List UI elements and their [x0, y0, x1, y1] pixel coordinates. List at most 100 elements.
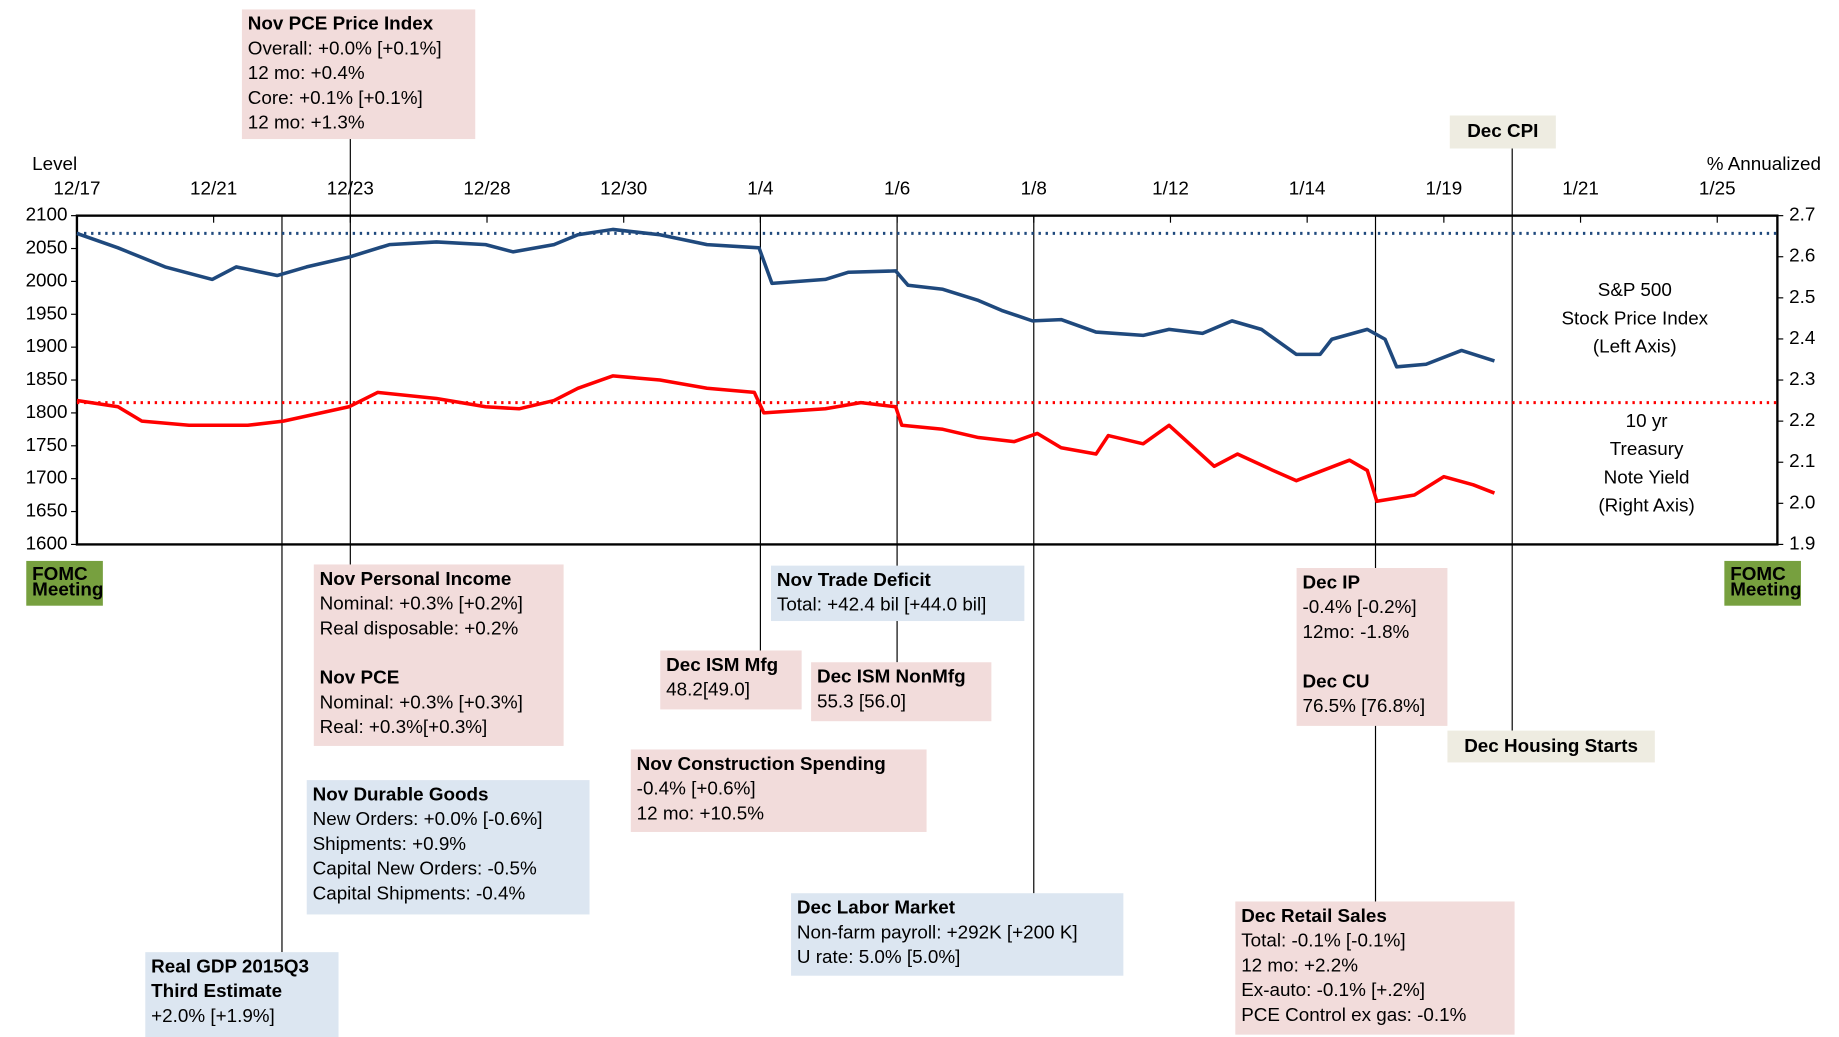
y-tick-label: 1800	[26, 401, 68, 422]
x-tick-label: 1/4	[747, 178, 773, 199]
y2-axis-label: % Annualized	[1707, 153, 1821, 174]
series-label: (Left Axis)	[1593, 336, 1677, 357]
y-tick-label: 1950	[26, 302, 68, 323]
y2-tick-label: 2.6	[1789, 245, 1815, 266]
x-tick-label: 1/8	[1021, 178, 1047, 199]
annotation-text: 55.3 [56.0]	[817, 690, 906, 711]
annotation-title: Dec CPI	[1467, 120, 1538, 141]
annotation-text: 12 mo: +10.5%	[637, 802, 765, 823]
annotation-title: FOMC	[32, 563, 88, 584]
annotation-text: Ex-auto: -0.1% [+.2%]	[1241, 979, 1425, 1000]
y-axis-label: Level	[32, 153, 77, 174]
annotation-text: Nominal: +0.3% [+0.2%]	[320, 593, 523, 614]
x-tick-label: 1/14	[1289, 178, 1326, 199]
annotation-box	[771, 565, 1025, 622]
annotation-text: Real: +0.3%[+0.3%]	[320, 716, 488, 737]
x-tick-label: 1/12	[1152, 178, 1189, 199]
annotation-text: Non-farm payroll: +292K [+200 K]	[797, 921, 1078, 942]
series-label: (Right Axis)	[1598, 495, 1694, 516]
annotation-text: Capital Shipments: -0.4%	[313, 882, 526, 903]
annotation-text: 12mo: -1.8%	[1302, 621, 1409, 642]
annotation-title: Dec IP	[1302, 571, 1360, 592]
annotation-title: Dec ISM Mfg	[666, 654, 778, 675]
y2-tick-label: 2.4	[1789, 327, 1815, 348]
annotation-text: +2.0% [+1.9%]	[151, 1005, 275, 1026]
series-line	[76, 374, 1496, 504]
annotation-text: Shipments: +0.9%	[313, 833, 467, 854]
y-tick-label: 2050	[26, 237, 68, 258]
x-tick-label: 12/17	[53, 178, 100, 199]
y-tick-label: 1600	[26, 532, 68, 553]
annotation-box	[145, 952, 339, 1037]
annotation-box	[1724, 560, 1801, 606]
y2-tick-label: 1.9	[1789, 532, 1815, 553]
annotation-box	[811, 662, 992, 722]
annotation-box	[1447, 730, 1655, 763]
y2-tick-label: 2.0	[1789, 491, 1815, 512]
annotation-text: Overall: +0.0% [+0.1%]	[248, 37, 442, 58]
series-line	[76, 227, 1495, 369]
annotation-text: 76.5% [76.8%]	[1302, 695, 1425, 716]
annotation-title: Dec Housing Starts	[1464, 735, 1638, 756]
annotation-title: Nov Construction Spending	[637, 753, 886, 774]
y2-tick-label: 2.3	[1789, 368, 1815, 389]
y-tick-label: 1650	[26, 500, 68, 521]
annotation-box	[306, 780, 590, 915]
annotation-text: -0.4% [+0.6%]	[637, 778, 756, 799]
annotation-title: Nov Durable Goods	[313, 783, 489, 804]
y-tick-label: 1700	[26, 467, 68, 488]
y-tick-label: 2100	[26, 204, 68, 225]
annotation-text: Real disposable: +0.2%	[320, 617, 519, 638]
annotation-text: Capital New Orders: -0.5%	[313, 858, 537, 879]
x-tick-label: 12/28	[463, 178, 510, 199]
y-tick-label: 1750	[26, 434, 68, 455]
annotation-title: Nov Personal Income	[320, 568, 512, 589]
annotation-title: Dec ISM NonMfg	[817, 666, 966, 687]
annotation-text: Total: -0.1% [-0.1%]	[1241, 930, 1405, 951]
annotation-text: 12 mo: +0.4%	[248, 62, 365, 83]
plot-frame	[75, 214, 1779, 546]
annotation-text: New Orders: +0.0% [-0.6%]	[313, 808, 543, 829]
y2-tick-label: 2.5	[1789, 286, 1815, 307]
annotation-box	[1449, 115, 1556, 149]
annotation-box	[791, 893, 1124, 976]
annotation-title: Dec Retail Sales	[1241, 905, 1387, 926]
annotation-box	[630, 749, 927, 832]
annotation-title: Nov PCE Price Index	[248, 13, 434, 34]
annotation-title: Dec CU	[1302, 670, 1369, 691]
annotation-box	[660, 650, 802, 710]
x-tick-label: 12/23	[327, 178, 374, 199]
series-label: Stock Price Index	[1561, 307, 1708, 328]
x-tick-label: 1/19	[1426, 178, 1463, 199]
annotation-text: -0.4% [-0.2%]	[1302, 596, 1416, 617]
annotation-text: Core: +0.1% [+0.1%]	[248, 87, 423, 108]
x-tick-label: 12/30	[600, 178, 647, 199]
annotation-text: 48.2[49.0]	[666, 679, 750, 700]
y-tick-label: 2000	[26, 269, 68, 290]
x-tick-label: 12/21	[190, 178, 237, 199]
annotation-title: Dec Labor Market	[797, 897, 956, 918]
annotation-title: Meeting	[32, 578, 103, 599]
y2-tick-label: 2.7	[1789, 204, 1815, 225]
annotation-box	[1235, 901, 1515, 1035]
annotation-title: FOMC	[1730, 563, 1786, 584]
x-tick-label: 1/21	[1562, 178, 1599, 199]
annotation-box	[1296, 567, 1448, 726]
annotation-box	[313, 564, 564, 746]
annotation-text: U rate: 5.0% [5.0%]	[797, 946, 960, 967]
series-label: Note Yield	[1604, 466, 1690, 487]
annotation-title: Meeting	[1730, 578, 1801, 599]
annotation-text: Nominal: +0.3% [+0.3%]	[320, 691, 523, 712]
annotation-title: Real GDP 2015Q3	[151, 955, 309, 976]
annotation-box	[26, 560, 103, 606]
y2-tick-label: 2.2	[1789, 409, 1815, 430]
x-tick-label: 1/6	[884, 178, 910, 199]
annotation-text: 12 mo: +1.3%	[248, 112, 365, 133]
series-label: 10 yr	[1626, 410, 1668, 431]
series-label: Treasury	[1610, 438, 1684, 459]
y-tick-label: 1850	[26, 368, 68, 389]
annotation-title: Third Estimate	[151, 980, 282, 1001]
series-label: S&P 500	[1598, 279, 1672, 300]
annotation-box	[241, 9, 476, 140]
